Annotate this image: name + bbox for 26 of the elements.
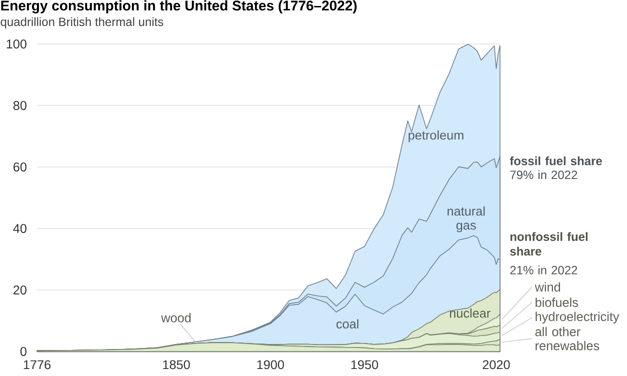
- y-tick-label: 80: [13, 101, 26, 110]
- y-tick-label: 40: [13, 224, 26, 233]
- text: 79% in 2022: [510, 170, 578, 180]
- y-tick-label: 0: [20, 347, 26, 356]
- series-label: wood: [161, 313, 191, 322]
- series-label: coal: [336, 319, 358, 328]
- x-tick-label: 1950: [351, 360, 378, 370]
- y-tick-label: 60: [14, 162, 26, 172]
- series-label: natural gas: [448, 206, 485, 232]
- text: biofuels: [536, 298, 578, 307]
- y-tick-label: 20: [14, 286, 26, 294]
- series-label: nuclear: [450, 308, 490, 318]
- series-label: petroleum: [408, 130, 464, 142]
- text: nonfossil fuel share: [510, 232, 588, 256]
- text: wind: [534, 282, 560, 292]
- chart-subtitle: quadrillion British thermal units: [0, 17, 164, 28]
- chart-title: Energy consumption in the United States (1776–2022): [1, 0, 357, 14]
- x-tick-label: 2020: [482, 360, 510, 370]
- y-tick-label: 100: [6, 40, 26, 48]
- text: all other renewables: [535, 326, 600, 350]
- x-tick-label: 1850: [163, 360, 190, 370]
- text: hydroelectricity: [536, 312, 620, 324]
- x-tick-label: 1776: [24, 360, 51, 370]
- text: fossil fuel share: [510, 156, 602, 166]
- text: 21% in 2022: [510, 266, 578, 274]
- x-tick-label: 1900: [257, 360, 284, 370]
